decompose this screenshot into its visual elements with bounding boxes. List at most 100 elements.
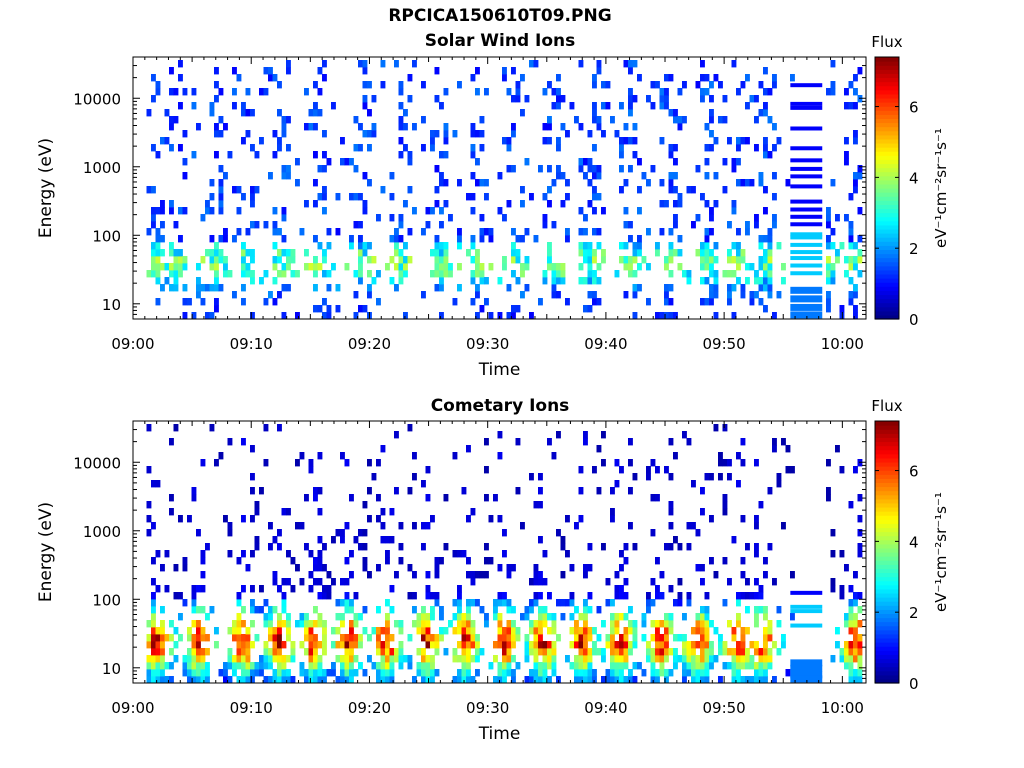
spectrogram-cell xyxy=(848,669,854,677)
spectrogram-cell xyxy=(169,123,174,131)
spectrogram-cell xyxy=(448,214,453,222)
spectrogram-cell xyxy=(331,578,336,586)
spectrogram-cell xyxy=(313,305,318,313)
spectrogram-cell xyxy=(614,641,620,649)
spectrogram-cell xyxy=(245,130,251,138)
spectrogram-cell xyxy=(857,207,863,215)
spectrogram-cell xyxy=(421,676,426,684)
spectrogram-cell xyxy=(704,172,710,180)
colorbar-frame xyxy=(874,420,900,684)
spectrogram-cell xyxy=(497,599,503,607)
spectrogram-cell xyxy=(583,599,588,607)
spectrogram-cell xyxy=(587,179,593,187)
spectrogram-cell xyxy=(146,641,152,649)
spectrogram-cell xyxy=(434,186,440,194)
spectrogram-cell xyxy=(731,242,737,250)
colorbar-swatch xyxy=(875,662,899,668)
spectrogram-cell xyxy=(146,669,152,677)
spectrogram-cell xyxy=(596,242,602,250)
spectrogram-cell xyxy=(610,627,615,635)
spectrogram-cell xyxy=(704,298,710,306)
spectrogram-cell xyxy=(398,662,404,670)
spectrogram-cell xyxy=(160,648,165,656)
spectrogram-cell xyxy=(268,627,273,635)
spectrogram-cell xyxy=(686,277,692,285)
spectrogram-cell xyxy=(614,627,620,635)
spectrogram-cell xyxy=(646,655,651,663)
spectrogram-cell xyxy=(385,669,390,677)
spectrogram-cell xyxy=(277,655,282,663)
spectrogram-cell xyxy=(236,557,242,565)
spectrogram-cell xyxy=(452,452,458,460)
spectrogram-cell xyxy=(236,207,242,215)
spectrogram-cell xyxy=(313,81,318,89)
spectrogram-cell xyxy=(844,655,849,663)
spectrogram-cell xyxy=(452,676,458,684)
spectrogram-cell xyxy=(646,179,651,187)
spectrogram-cell xyxy=(470,144,476,152)
spectrogram-cell xyxy=(664,312,669,320)
spectrogram-cell xyxy=(736,669,741,677)
spectrogram-cell xyxy=(398,543,404,551)
spectrogram-cell xyxy=(511,676,516,684)
spectrogram-cell xyxy=(223,515,228,523)
spectrogram-cell xyxy=(529,669,534,677)
spectrogram-cell xyxy=(218,130,224,138)
spectrogram-cell xyxy=(371,256,377,264)
spectrogram-cell xyxy=(286,550,291,558)
gap-band xyxy=(790,146,823,151)
spectrogram-cell xyxy=(173,256,179,264)
spectrogram-cell xyxy=(529,599,534,607)
spectrogram-cell xyxy=(592,627,597,635)
spectrogram-cell xyxy=(686,438,692,446)
spectrogram-cell xyxy=(632,627,638,635)
spectrogram-cell xyxy=(709,515,714,523)
spectrogram-cell xyxy=(151,648,156,656)
spectrogram-cell xyxy=(160,662,165,670)
spectrogram-cell xyxy=(578,487,584,495)
spectrogram-cell xyxy=(592,298,597,306)
spectrogram-cell xyxy=(767,634,773,642)
spectrogram-cell xyxy=(466,655,471,663)
spectrogram-cell xyxy=(425,620,431,628)
spectrogram-cell xyxy=(263,221,269,229)
spectrogram-cell xyxy=(637,74,642,82)
spectrogram-cell xyxy=(398,81,404,89)
colorbar-swatch xyxy=(875,114,899,120)
spectrogram-cell xyxy=(362,543,368,551)
spectrogram-cell xyxy=(668,179,674,187)
spectrogram-cell xyxy=(700,606,705,614)
spectrogram-cell xyxy=(650,459,656,467)
spectrogram-cell xyxy=(682,116,687,124)
spectrogram-cell xyxy=(488,263,494,271)
spectrogram-cell xyxy=(254,221,260,229)
spectrogram-cell xyxy=(826,221,831,229)
spectrogram-cell xyxy=(376,669,381,677)
spectrogram-cell xyxy=(569,641,575,649)
spectrogram-cell xyxy=(484,494,489,502)
spectrogram-cell xyxy=(628,60,633,68)
spectrogram-cell xyxy=(250,606,255,614)
spectrogram-cell xyxy=(727,459,732,467)
colorbar-swatch xyxy=(875,461,899,467)
spectrogram-cell xyxy=(326,571,332,579)
spectrogram-cell xyxy=(848,221,854,229)
spectrogram-cell xyxy=(146,515,152,523)
spectrogram-cell xyxy=(173,641,179,649)
spectrogram-cell xyxy=(709,144,714,152)
spectrogram-cell xyxy=(830,277,836,285)
spectrogram-cell xyxy=(547,200,552,208)
spectrogram-cell xyxy=(578,662,584,670)
spectrogram-cell xyxy=(250,487,255,495)
spectrogram-cell xyxy=(826,207,831,215)
colorbar-swatch xyxy=(875,506,899,512)
gap-band xyxy=(790,664,823,672)
spectrogram-cell xyxy=(713,172,719,180)
spectrogram-cell xyxy=(263,67,269,75)
spectrogram-cell xyxy=(326,270,332,278)
spectrogram-cell xyxy=(295,522,300,530)
colorbar-swatch xyxy=(875,122,899,128)
spectrogram-cell xyxy=(245,109,251,117)
spectrogram-cell xyxy=(317,242,323,250)
spectrogram-cell xyxy=(475,312,480,320)
